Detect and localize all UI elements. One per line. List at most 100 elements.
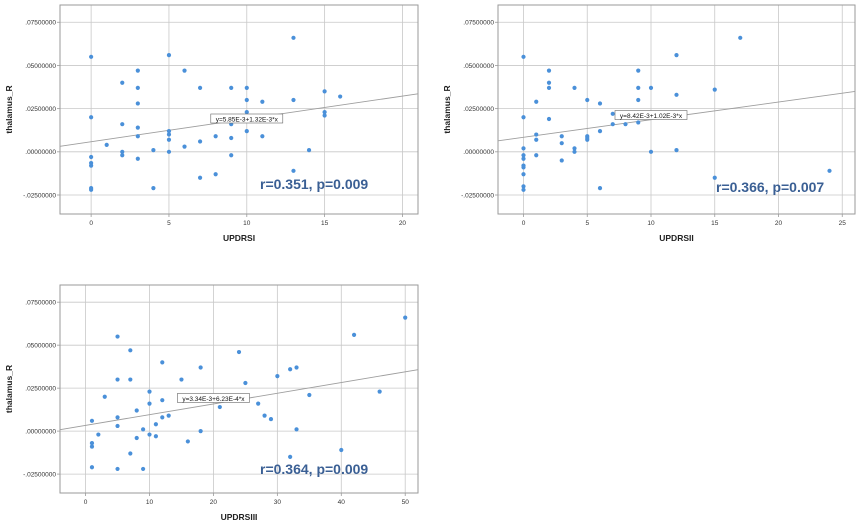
data-point (89, 465, 95, 470)
y-tick-label: .07500000 (25, 20, 56, 27)
plot-frame (59, 4, 419, 215)
data-point (534, 132, 539, 137)
data-point (636, 68, 641, 73)
data-point (572, 146, 577, 151)
data-point (275, 374, 280, 379)
x-tick-label: 0 (84, 499, 88, 506)
data-point (89, 444, 95, 449)
data-point (636, 120, 641, 125)
data-point (153, 422, 158, 427)
data-point (674, 52, 679, 58)
data-point (197, 85, 203, 91)
data-point (559, 158, 564, 163)
data-point (322, 113, 327, 118)
data-point (160, 398, 165, 403)
data-point (260, 99, 265, 104)
data-point (738, 35, 743, 40)
x-tick-label: 25 (839, 220, 847, 227)
data-point (166, 132, 172, 137)
data-point (182, 68, 187, 73)
x-axis-title: UPDRSI (223, 233, 255, 243)
data-point (135, 68, 140, 73)
x-tick-label: 10 (243, 220, 251, 227)
data-point (322, 89, 327, 94)
y-tick-label: .05000000 (25, 63, 56, 70)
data-point (534, 137, 539, 142)
data-point (636, 85, 641, 91)
data-point (585, 137, 590, 142)
y-tick-label: .02500000 (463, 106, 494, 113)
data-point (546, 68, 552, 73)
data-point (322, 109, 327, 115)
data-point (648, 149, 654, 154)
fit-equation-box (210, 113, 284, 124)
data-point (89, 418, 95, 423)
data-point (597, 101, 603, 106)
data-point (521, 165, 526, 170)
data-point (160, 415, 165, 420)
x-tick-label: 20 (399, 220, 407, 227)
y-tick-label: .00000000 (463, 149, 494, 156)
data-point (597, 185, 603, 191)
data-point (648, 85, 654, 91)
data-point (572, 85, 577, 91)
data-point (166, 128, 172, 134)
data-point (198, 365, 203, 370)
data-point (256, 401, 261, 406)
x-tick-label: 10 (146, 499, 154, 506)
data-point (151, 147, 156, 153)
y-tick-label: .07500000 (25, 299, 56, 306)
data-point (243, 380, 248, 386)
data-point (115, 466, 120, 472)
data-point (151, 185, 156, 191)
data-point (166, 413, 171, 418)
data-point (377, 389, 382, 394)
data-point (104, 142, 109, 148)
data-point (712, 175, 717, 180)
fit-equation-box (177, 393, 250, 403)
fit-equation-label: y=5.85E-3+1.32E-3*x (216, 116, 279, 123)
data-point (182, 144, 187, 149)
data-point (674, 147, 679, 153)
data-point (546, 85, 552, 91)
scatter-chart-1: 0 5 10 15 20 .07500000 .05000000 .02500000 .0000… (4, 4, 419, 243)
y-tick-label: .07500000 (463, 20, 494, 27)
data-point (120, 122, 125, 127)
y-tick-label: .00000000 (25, 428, 56, 435)
data-point (610, 111, 615, 116)
data-point (534, 153, 539, 158)
y-tick-label: -.02500000 (23, 471, 56, 478)
data-point (135, 101, 140, 106)
data-point (115, 377, 120, 382)
x-tick-label: 50 (402, 499, 410, 506)
y-tick-label: .05000000 (25, 342, 56, 349)
data-point (229, 85, 234, 91)
y-axis-title: thalamus_R (4, 85, 14, 133)
data-point (147, 401, 152, 406)
correlation-stat-label: r=0.351, p=0.009 (260, 176, 368, 192)
y-tick-label: .05000000 (463, 63, 494, 70)
data-point (338, 94, 343, 99)
data-point (115, 334, 120, 339)
data-point (521, 172, 526, 177)
data-point (213, 134, 218, 139)
data-point (244, 109, 249, 115)
data-point (521, 115, 526, 120)
data-point (147, 432, 152, 437)
data-point (294, 365, 299, 370)
data-point (521, 156, 526, 161)
data-point (120, 80, 125, 85)
data-point (213, 172, 218, 177)
data-point (120, 153, 125, 158)
y-axis-title: thalamus_R (442, 85, 452, 133)
data-point (128, 377, 133, 382)
data-point (229, 153, 234, 158)
data-point (572, 149, 577, 154)
data-point (306, 147, 312, 153)
data-point (115, 423, 120, 429)
fit-equation-label: y=3.34E-3+6.23E-4*x (182, 396, 245, 403)
x-tick-label: 40 (338, 499, 346, 506)
x-tick-label: 0 (89, 220, 93, 227)
fit-equation-box (614, 110, 688, 120)
scatter-chart-2: 0 5 10 15 20 25 .07500000 .05000000 .02500000 .00… (442, 4, 856, 243)
